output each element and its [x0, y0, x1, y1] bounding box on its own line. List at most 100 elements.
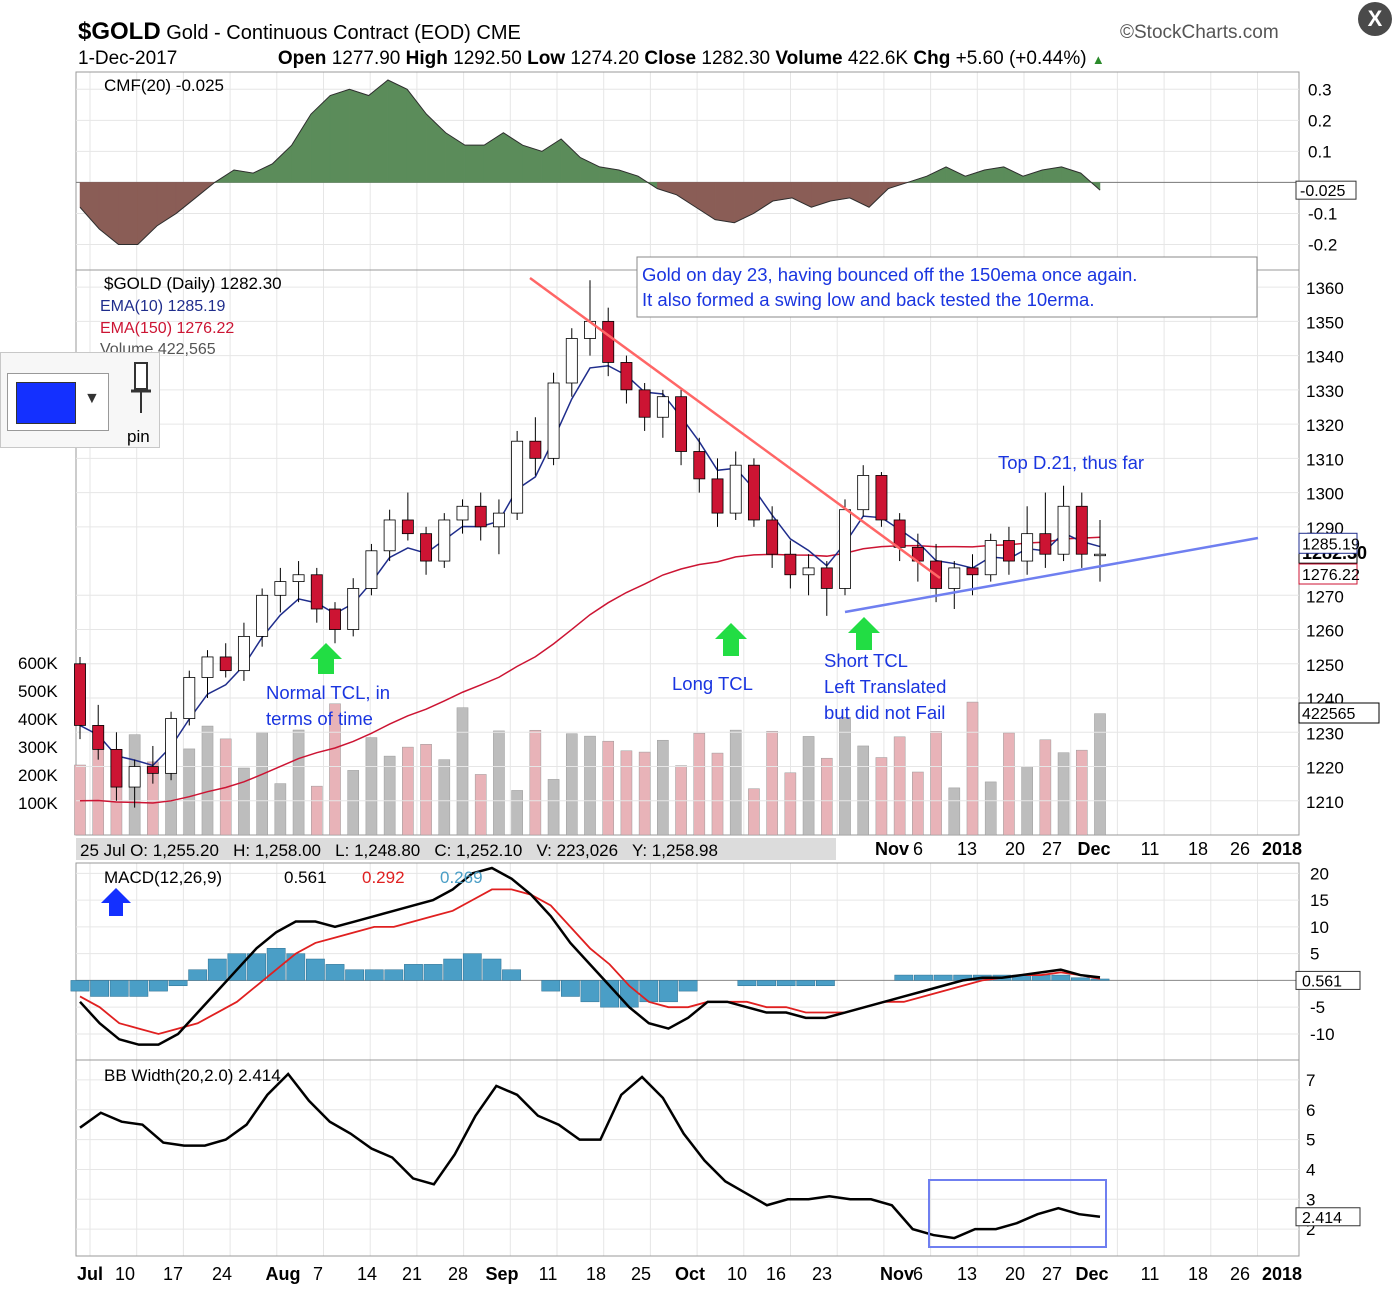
candle-body	[420, 533, 433, 562]
cmf-area-segment	[753, 182, 774, 214]
cmf-area-segment	[175, 182, 196, 214]
candle-body	[110, 748, 123, 788]
bb-tick-label: 6	[1306, 1101, 1315, 1120]
price-tick-label: 1360	[1306, 279, 1344, 298]
macd-histogram-bar	[541, 980, 561, 992]
macd-histogram-bar	[1070, 977, 1090, 981]
cmf-area-segment	[272, 144, 292, 183]
close-button[interactable]: X	[1358, 2, 1392, 36]
candle-body	[146, 766, 159, 774]
macd-value-box	[1295, 970, 1361, 990]
macd-histogram-bar	[384, 969, 404, 981]
pin-label[interactable]: pin	[127, 427, 150, 446]
volume-bar	[912, 771, 924, 836]
price-tick-label: 1210	[1306, 793, 1344, 812]
candle-body	[474, 505, 487, 528]
price-tick-label: 1220	[1306, 759, 1344, 778]
macd-histogram-bar	[933, 974, 953, 981]
cmf-area-segment	[657, 182, 677, 196]
macd-histogram-bar	[1051, 974, 1071, 981]
blue-arrow-icon	[101, 888, 131, 916]
cmf-area-segment	[580, 157, 600, 183]
macd-histogram-bar	[129, 980, 149, 997]
macd-legend-prefix: MACD(12,26,9)	[104, 868, 222, 887]
cmf-area-segment	[349, 88, 369, 183]
candle-body	[1057, 505, 1070, 555]
candle-body	[693, 451, 706, 480]
open-label: Open	[277, 48, 327, 69]
macd-histogram-bar	[404, 964, 423, 981]
dropdown-arrow-icon[interactable]: ▼	[84, 390, 100, 407]
candle-body	[820, 567, 833, 589]
x-axis-label: 28	[448, 1264, 468, 1284]
candle-body	[438, 519, 451, 562]
close-value: 1282.30	[701, 48, 771, 69]
color-picker[interactable]: ▼ pin	[0, 352, 160, 448]
x-axis-label: 18	[1188, 839, 1208, 859]
open-value: 1277.90	[331, 48, 401, 69]
price-tick-label: 1300	[1306, 485, 1344, 504]
chg-label: Chg	[913, 48, 951, 69]
candle-body	[74, 663, 86, 726]
cmf-area-segment	[387, 79, 408, 183]
candle-body	[529, 440, 542, 459]
volume-bar	[183, 748, 196, 836]
color-dropdown[interactable]: ▼	[7, 373, 109, 431]
pin-icon[interactable]	[129, 361, 153, 421]
price-tick-label: 1260	[1306, 622, 1344, 641]
macd-histogram-bar	[168, 980, 188, 987]
candle-body	[893, 519, 906, 548]
volume-bar	[1094, 713, 1106, 836]
bb-value-label: 2.414	[1302, 1210, 1342, 1227]
macd-histogram-bar	[364, 969, 384, 981]
volume-bar	[438, 759, 451, 836]
cmf-area-segment	[560, 138, 581, 183]
note-line-2: It also formed a swing low and back test…	[642, 289, 1094, 310]
candle-body	[383, 519, 396, 552]
macd-histogram-bar	[815, 980, 835, 987]
volume-bar	[948, 787, 961, 836]
ema10-line	[79, 364, 1101, 767]
macd-tick-label: 15	[1310, 891, 1329, 910]
info-bar	[76, 838, 836, 860]
bbwidth-panel	[75, 1059, 1300, 1257]
bb-tick-label: 4	[1306, 1160, 1315, 1179]
exchange: CME	[476, 22, 521, 44]
candle-body	[565, 338, 578, 384]
x-axis-label: 14	[357, 1264, 377, 1284]
color-swatch[interactable]	[16, 382, 76, 424]
downtrend-line	[529, 276, 941, 580]
cmf-tick-label: -0.1	[1308, 204, 1337, 223]
info-bar-text: 25 Jul O: 1,255.20 H: 1,258.00 L: 1,248.…	[80, 841, 718, 860]
long-tcl-label: Long TCL	[672, 673, 753, 694]
macd-histogram-bar	[894, 974, 914, 981]
macd-histogram-bar	[600, 980, 620, 1008]
macd-histogram-bar	[207, 958, 227, 981]
candle-body	[984, 540, 997, 576]
volume-value-label: 422565	[1302, 706, 1355, 723]
cmf-area-segment	[849, 182, 870, 208]
macd-histogram-bar	[1090, 978, 1110, 981]
macd-line	[79, 866, 1101, 1046]
candle-body	[602, 320, 615, 363]
volume-bar	[474, 774, 487, 836]
chg-value: +5.60 (+0.44%)	[955, 48, 1087, 69]
note-box	[636, 256, 1258, 318]
ema150-line	[79, 536, 1101, 804]
macd-histogram-bar	[423, 964, 443, 981]
macd-histogram-bar	[757, 980, 776, 987]
volume-bar	[420, 744, 432, 836]
volume-bar	[729, 729, 742, 836]
volume-bar	[693, 732, 706, 836]
x-axis-label: 18	[586, 1264, 606, 1284]
cmf-area-segment	[734, 182, 754, 224]
volume-bar	[456, 707, 469, 836]
x-axis-label: 26	[1230, 1264, 1250, 1284]
candle-body	[766, 519, 779, 555]
bb-tick-label: 2	[1306, 1220, 1315, 1239]
cmf-area-segment	[618, 169, 639, 183]
x-axis-label: 11	[539, 1264, 558, 1284]
price-tick-label: 1270	[1306, 587, 1344, 606]
uptrend-line	[844, 536, 1259, 614]
cmf-line	[79, 79, 1101, 245]
